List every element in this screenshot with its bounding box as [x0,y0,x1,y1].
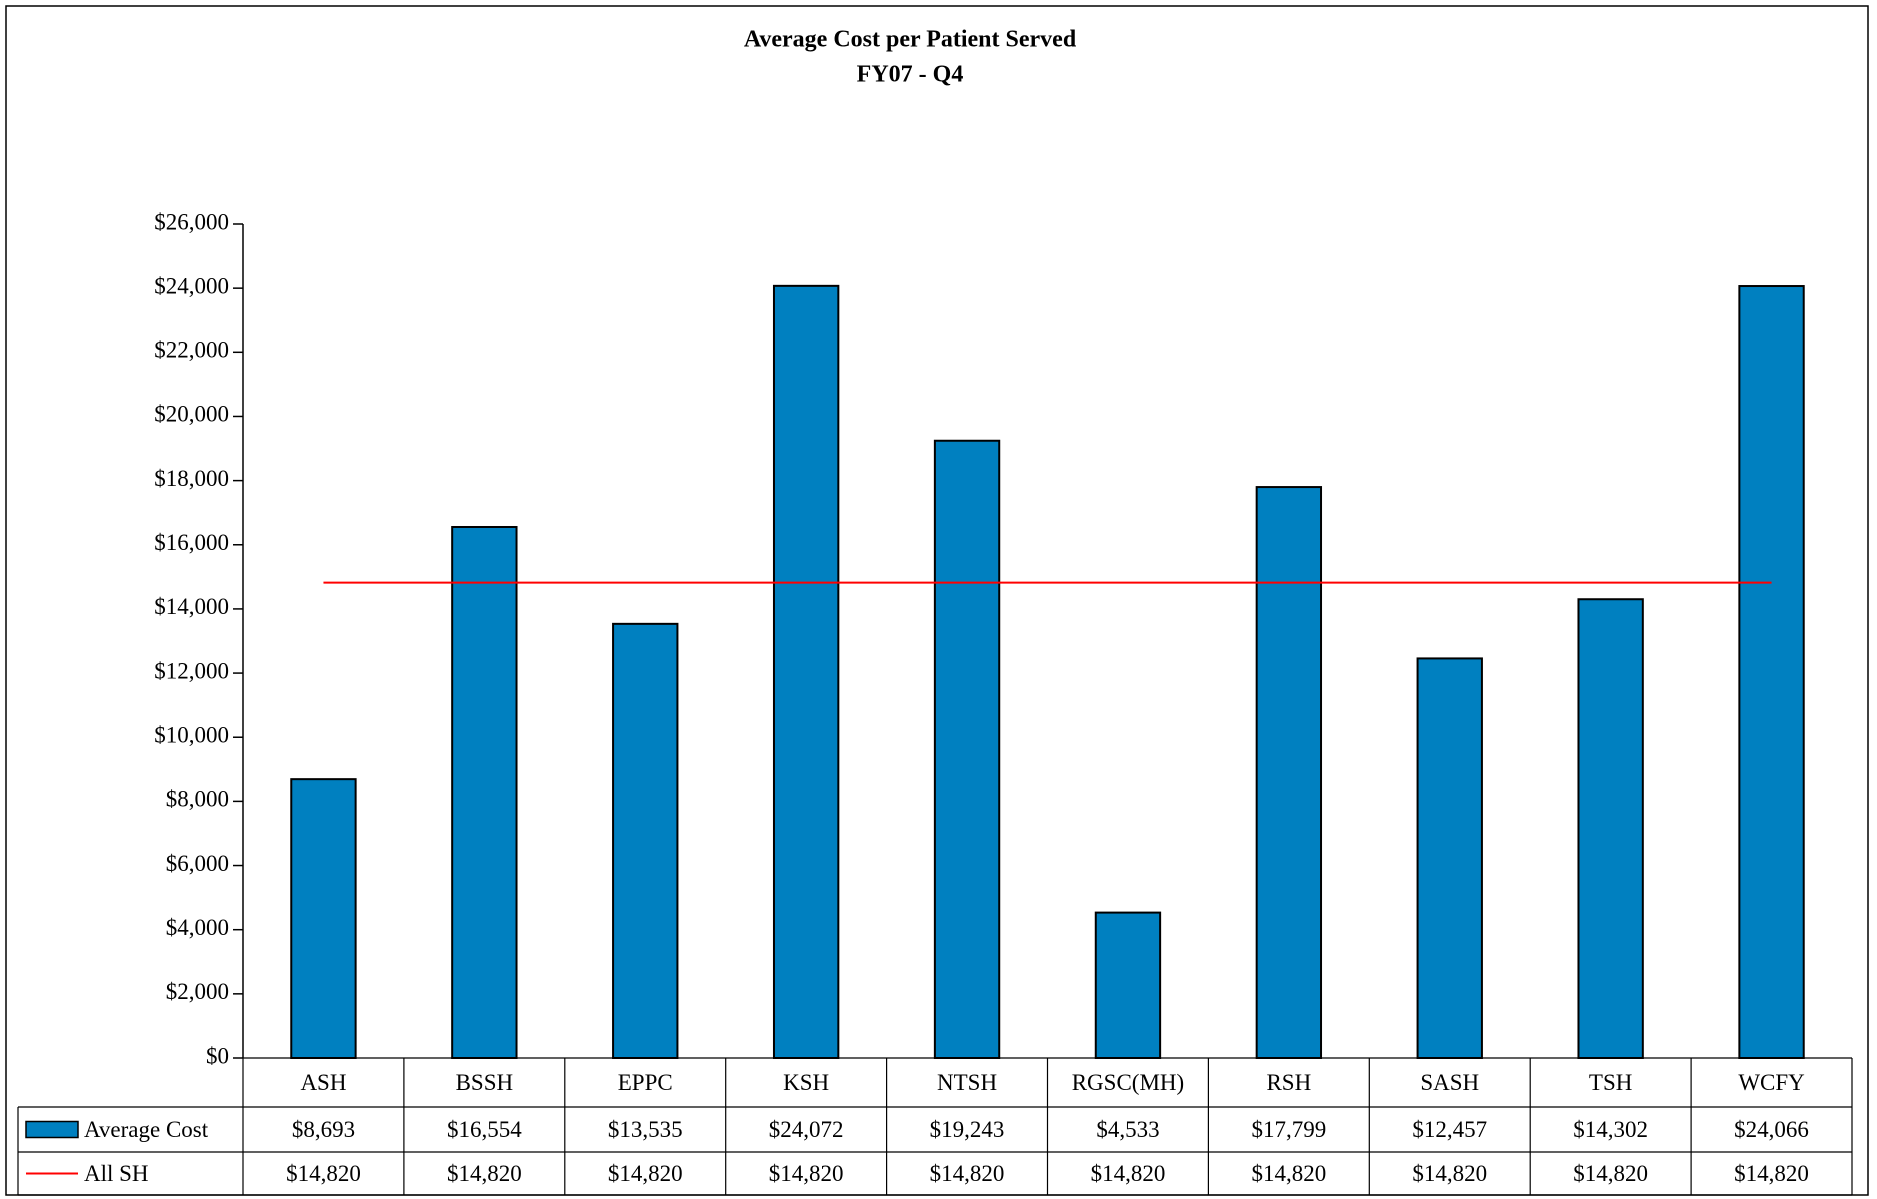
bar [1094,911,1162,1060]
chart-subtitle: FY07 - Q4 [857,62,964,88]
data-label: $14,820 [286,1161,361,1186]
data-label: $8,693 [292,1117,355,1142]
data-label: $14,820 [608,1161,683,1186]
bar [1577,598,1644,1059]
y-tick-label: $6,000 [166,851,229,876]
x-tick-label: RGSC(MH) [1072,1070,1184,1095]
data-label: $14,820 [1412,1161,1487,1186]
y-tick-label: $4,000 [166,915,229,940]
legend-label: Average Cost [84,1117,209,1142]
x-tick-label: WCFY [1738,1070,1805,1095]
data-label: $24,072 [769,1117,844,1142]
data-label: $14,820 [1251,1161,1326,1186]
data-label: $14,820 [769,1161,844,1186]
x-tick-label: KSH [783,1070,829,1095]
chart-title: Average Cost per Patient Served [744,27,1077,53]
legend-label: All SH [84,1161,149,1186]
y-tick-label: $12,000 [154,658,229,683]
data-label: $14,302 [1573,1117,1648,1142]
bar [612,622,679,1060]
bar [290,778,357,1060]
y-tick-label: $18,000 [154,466,229,491]
x-tick-label: SASH [1420,1070,1479,1095]
data-label: $24,066 [1734,1117,1809,1142]
data-label: $19,243 [930,1117,1005,1142]
data-label: $14,820 [447,1161,522,1186]
data-label: $4,533 [1096,1117,1159,1142]
bar [1738,285,1805,1060]
x-tick-label: BSSH [456,1070,514,1095]
x-tick-label: RSH [1266,1070,1311,1095]
bar [772,284,840,1059]
x-tick-label: EPPC [618,1070,673,1095]
x-tick-label: TSH [1589,1070,1632,1095]
data-label: $14,820 [1091,1161,1166,1186]
y-tick-label: $24,000 [154,273,229,298]
x-tick-label: ASH [300,1070,346,1095]
y-tick-label: $22,000 [154,338,229,363]
y-tick-label: $0 [206,1043,229,1068]
y-tick-label: $20,000 [154,402,229,427]
bar [451,525,518,1059]
y-tick-label: $10,000 [154,723,229,748]
data-label: $17,799 [1251,1117,1326,1142]
bar [933,439,1001,1059]
y-tick-label: $26,000 [154,209,229,234]
bar [1416,657,1483,1060]
data-label: $14,820 [930,1161,1005,1186]
data-label: $14,820 [1734,1161,1809,1186]
data-label: $16,554 [447,1117,522,1142]
data-label: $13,535 [608,1117,683,1142]
y-tick-label: $8,000 [166,787,229,812]
y-tick-label: $14,000 [154,594,229,619]
x-tick-label: NTSH [937,1070,997,1095]
y-tick-label: $2,000 [166,979,229,1004]
data-label: $14,820 [1573,1161,1648,1186]
legend-swatch [25,1120,79,1139]
y-tick-label: $16,000 [154,530,229,555]
bar [1255,486,1323,1059]
data-label: $12,457 [1412,1117,1487,1142]
